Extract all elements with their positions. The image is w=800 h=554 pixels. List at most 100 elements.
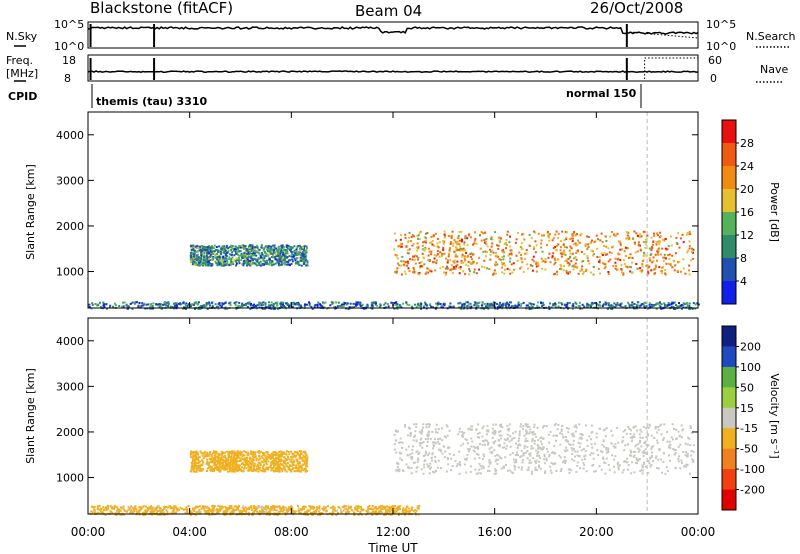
- echo-cell: [458, 463, 461, 466]
- cpid-label: CPID: [8, 90, 37, 103]
- echo-cell: [592, 273, 595, 276]
- echo-cell: [545, 425, 548, 428]
- echo-cell: [529, 264, 532, 267]
- echo-cell: [541, 303, 544, 306]
- echo-cell: [250, 252, 253, 255]
- echo-cell: [401, 469, 404, 472]
- echo-cell: [656, 467, 659, 469]
- echo-cell: [205, 455, 208, 458]
- echo-cell: [245, 261, 248, 264]
- echo-cell: [178, 302, 180, 305]
- echo-cell: [484, 243, 487, 245]
- echo-cell: [448, 429, 451, 432]
- echo-cell: [590, 249, 593, 252]
- echo-cell: [217, 467, 220, 470]
- echo-cell: [566, 449, 569, 452]
- echo-cell: [250, 263, 253, 266]
- echo-cell: [248, 247, 251, 249]
- echo-cell: [235, 459, 238, 461]
- echo-cell: [586, 248, 589, 251]
- echo-cell: [598, 427, 601, 430]
- echo-cell: [219, 461, 222, 464]
- echo-cell: [502, 262, 505, 265]
- echo-cell: [670, 244, 673, 247]
- echo-cell: [624, 444, 627, 447]
- echo-cell: [531, 264, 534, 267]
- echo-cell: [204, 263, 207, 266]
- echo-cell: [612, 306, 615, 309]
- echo-cell: [231, 464, 234, 467]
- echo-cell: [636, 462, 639, 465]
- echo-cell: [414, 430, 417, 433]
- echo-cell: [370, 512, 373, 515]
- echo-cell: [583, 252, 586, 255]
- echo-cell: [459, 245, 462, 248]
- echo-cell: [235, 505, 238, 508]
- echo-cell: [424, 450, 427, 453]
- echo-cell: [248, 513, 251, 516]
- echo-cell: [137, 304, 140, 307]
- echo-cell: [301, 457, 303, 460]
- echo-cell: [504, 456, 507, 459]
- echo-cell: [167, 301, 170, 304]
- echo-cell: [290, 505, 293, 508]
- echo-cell: [220, 246, 223, 249]
- echo-cell: [389, 513, 392, 516]
- echo-cell: [460, 230, 463, 233]
- echo-cell: [260, 455, 263, 458]
- echo-cell: [408, 236, 411, 239]
- echo-cell: [686, 251, 689, 254]
- echo-cell: [614, 306, 617, 309]
- echo-cell: [581, 434, 584, 436]
- echo-cell: [503, 272, 506, 275]
- echo-cell: [142, 304, 145, 307]
- echo-cell: [658, 266, 661, 269]
- echo-cell: [122, 305, 125, 308]
- echo-cell: [491, 452, 494, 455]
- echo-cell: [197, 459, 200, 461]
- echo-cell: [206, 259, 209, 262]
- echo-cell: [399, 441, 402, 444]
- echo-cell: [279, 251, 282, 254]
- echo-cell: [404, 233, 407, 236]
- echo-cell: [303, 257, 306, 260]
- echo-cell: [411, 305, 414, 308]
- echo-cell: [506, 433, 509, 436]
- echo-cell: [454, 267, 457, 270]
- echo-cell: [439, 303, 442, 305]
- echo-cell: [302, 469, 305, 472]
- echo-cell: [553, 263, 556, 266]
- echo-cell: [283, 456, 286, 459]
- echo-cell: [468, 427, 471, 430]
- echo-cell: [235, 461, 237, 464]
- echo-cell: [604, 435, 607, 438]
- echo-cell: [231, 256, 234, 259]
- echo-cell: [284, 263, 287, 266]
- echo-cell: [195, 470, 198, 473]
- echo-cell: [493, 269, 496, 272]
- echo-cell: [574, 301, 577, 304]
- echo-cell: [603, 263, 606, 266]
- echo-cell: [694, 303, 697, 306]
- echo-cell: [201, 452, 204, 455]
- echo-cell: [269, 251, 272, 254]
- echo-cell: [671, 266, 674, 269]
- echo-cell: [291, 258, 294, 261]
- echo-cell: [149, 510, 152, 513]
- echo-cell: [457, 237, 460, 240]
- echo-cell: [277, 246, 280, 249]
- echo-cell: [287, 259, 290, 262]
- echo-cell: [263, 254, 265, 257]
- echo-cell: [138, 510, 141, 513]
- echo-cell: [204, 453, 207, 456]
- echo-cell: [559, 456, 562, 459]
- echo-cell: [497, 458, 500, 461]
- echo-cell: [208, 262, 211, 265]
- echo-cell: [231, 450, 234, 453]
- echo-cell: [565, 271, 568, 274]
- echo-cell: [670, 436, 673, 439]
- echo-cell: [560, 265, 562, 268]
- echo-cell: [285, 260, 288, 263]
- echo-cell: [223, 262, 225, 265]
- echo-cell: [227, 458, 229, 461]
